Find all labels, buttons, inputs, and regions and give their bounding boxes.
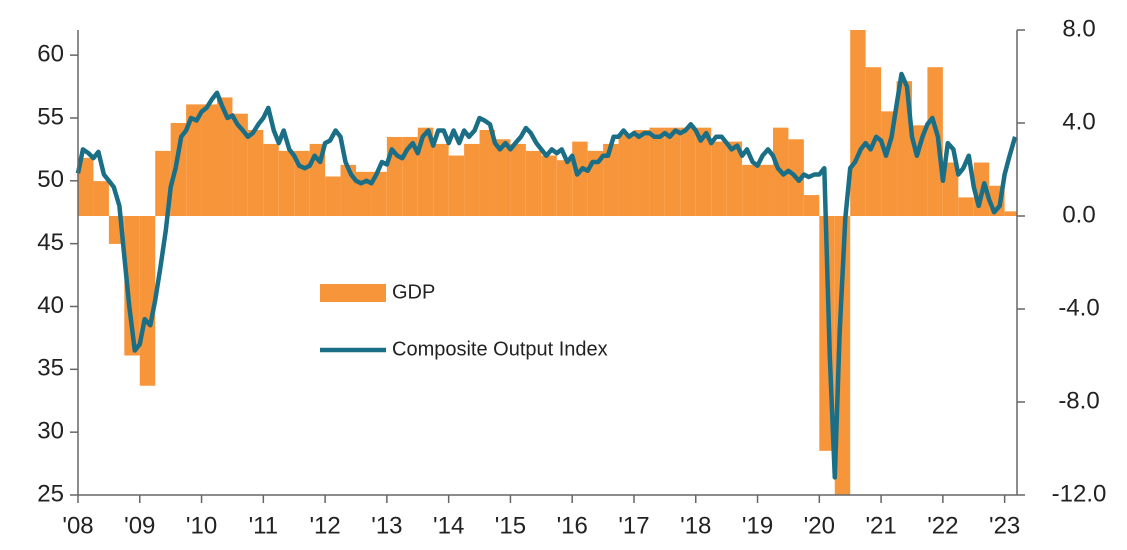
x-tick-label: '23 bbox=[989, 512, 1020, 539]
bar bbox=[510, 143, 526, 216]
bar bbox=[927, 67, 943, 216]
x-tick-label: '20 bbox=[804, 512, 835, 539]
bar bbox=[850, 30, 866, 216]
x-tick-label: '13 bbox=[371, 512, 402, 539]
bar bbox=[479, 129, 495, 216]
bar bbox=[942, 162, 959, 216]
bar bbox=[464, 143, 480, 216]
bar bbox=[618, 134, 634, 216]
y-tick-label: 30 bbox=[37, 418, 64, 445]
bar bbox=[680, 127, 696, 216]
bar bbox=[757, 164, 773, 216]
legend: GDP Composite Output Index bbox=[320, 281, 608, 360]
bar bbox=[742, 164, 758, 216]
bar bbox=[448, 155, 465, 216]
x-tick-label: '12 bbox=[309, 512, 340, 539]
bar bbox=[325, 176, 341, 216]
bar bbox=[664, 127, 681, 216]
legend-label: Composite Output Index bbox=[392, 338, 608, 360]
bar bbox=[201, 104, 217, 216]
x-tick-label: '08 bbox=[62, 512, 93, 539]
x-tick-label: '15 bbox=[495, 512, 526, 539]
y-tick-label: 40 bbox=[37, 292, 64, 319]
y-tick-label: 45 bbox=[37, 229, 64, 256]
bar bbox=[139, 216, 156, 386]
bar bbox=[232, 113, 248, 216]
bar bbox=[556, 160, 573, 216]
bar bbox=[78, 157, 94, 216]
bar bbox=[711, 141, 727, 216]
bar bbox=[695, 127, 712, 216]
bar bbox=[186, 104, 202, 216]
x-tick-label: '18 bbox=[680, 512, 711, 539]
bar bbox=[278, 150, 295, 216]
y2-tick-label: -4.0 bbox=[1058, 294, 1099, 321]
x-tick-label: '14 bbox=[433, 512, 464, 539]
bar bbox=[726, 141, 743, 216]
legend-swatch bbox=[320, 284, 386, 302]
bar bbox=[541, 155, 557, 216]
x-tick-label: '22 bbox=[927, 512, 958, 539]
legend-label: GDP bbox=[392, 281, 435, 303]
y-tick-label: 60 bbox=[37, 40, 64, 67]
bar bbox=[572, 141, 588, 216]
x-tick-label: '17 bbox=[618, 512, 649, 539]
line bbox=[75, 71, 1018, 480]
bar bbox=[417, 127, 434, 216]
bar bbox=[525, 150, 542, 216]
bar bbox=[371, 171, 387, 216]
x-tick-label: '10 bbox=[186, 512, 217, 539]
bar bbox=[93, 181, 109, 216]
bar bbox=[355, 171, 372, 216]
bar bbox=[155, 150, 171, 216]
bar bbox=[649, 127, 665, 216]
y-tick-label: 55 bbox=[37, 103, 64, 130]
bar bbox=[958, 197, 974, 216]
bar bbox=[386, 136, 403, 216]
y2-tick-label: 4.0 bbox=[1062, 108, 1095, 135]
bar bbox=[803, 195, 820, 216]
bar bbox=[494, 139, 511, 216]
y2-tick-label: 0.0 bbox=[1062, 201, 1095, 228]
y2-tick-label: 8.0 bbox=[1062, 15, 1095, 42]
bar bbox=[633, 129, 650, 216]
bar bbox=[170, 123, 187, 216]
y-tick-label: 25 bbox=[37, 480, 64, 507]
y2-tick-label: -8.0 bbox=[1058, 387, 1099, 414]
bar bbox=[1004, 211, 1017, 216]
bar bbox=[263, 143, 279, 216]
y-tick-label: 50 bbox=[37, 166, 64, 193]
x-tick-label: '16 bbox=[557, 512, 588, 539]
bar bbox=[433, 143, 449, 216]
x-tick-label: '09 bbox=[124, 512, 155, 539]
x-tick-label: '19 bbox=[742, 512, 773, 539]
bar bbox=[124, 216, 140, 356]
bar bbox=[402, 136, 418, 216]
x-tick-label: '21 bbox=[865, 512, 896, 539]
bar bbox=[603, 143, 619, 216]
y-tick-label: 35 bbox=[37, 355, 64, 382]
bar bbox=[216, 97, 233, 216]
x-tick-label: '11 bbox=[249, 512, 279, 539]
plot-area bbox=[75, 30, 1018, 495]
bar bbox=[247, 129, 264, 216]
y2-tick-label: -12.0 bbox=[1052, 480, 1107, 507]
